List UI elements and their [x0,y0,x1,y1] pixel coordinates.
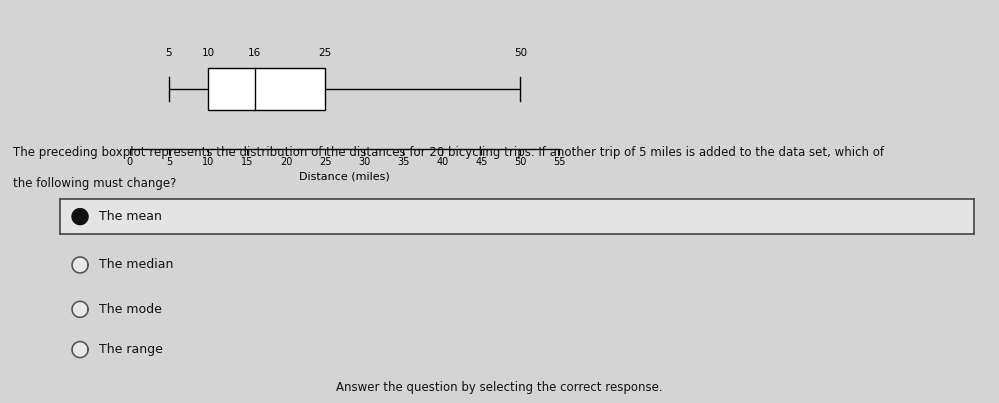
Text: The mode: The mode [99,303,162,316]
Polygon shape [72,209,88,224]
Text: The range: The range [99,343,163,356]
Polygon shape [72,342,88,357]
Text: 10: 10 [202,48,215,58]
Text: 5: 5 [166,48,172,58]
Text: 16: 16 [248,48,262,58]
Text: The median: The median [99,258,174,272]
Bar [208,67,325,110]
Text: the following must change?: the following must change? [13,177,177,191]
Text: 25: 25 [319,48,332,58]
Text: 50: 50 [513,48,526,58]
Text: Answer the question by selecting the correct response.: Answer the question by selecting the cor… [337,381,662,395]
Text: The preceding boxplot represents the distribution of the distances for 20 bicycl: The preceding boxplot represents the dis… [13,146,884,159]
Polygon shape [72,257,88,273]
X-axis label: Distance (miles): Distance (miles) [300,172,390,182]
Text: The mean: The mean [99,210,162,223]
Polygon shape [72,301,88,317]
